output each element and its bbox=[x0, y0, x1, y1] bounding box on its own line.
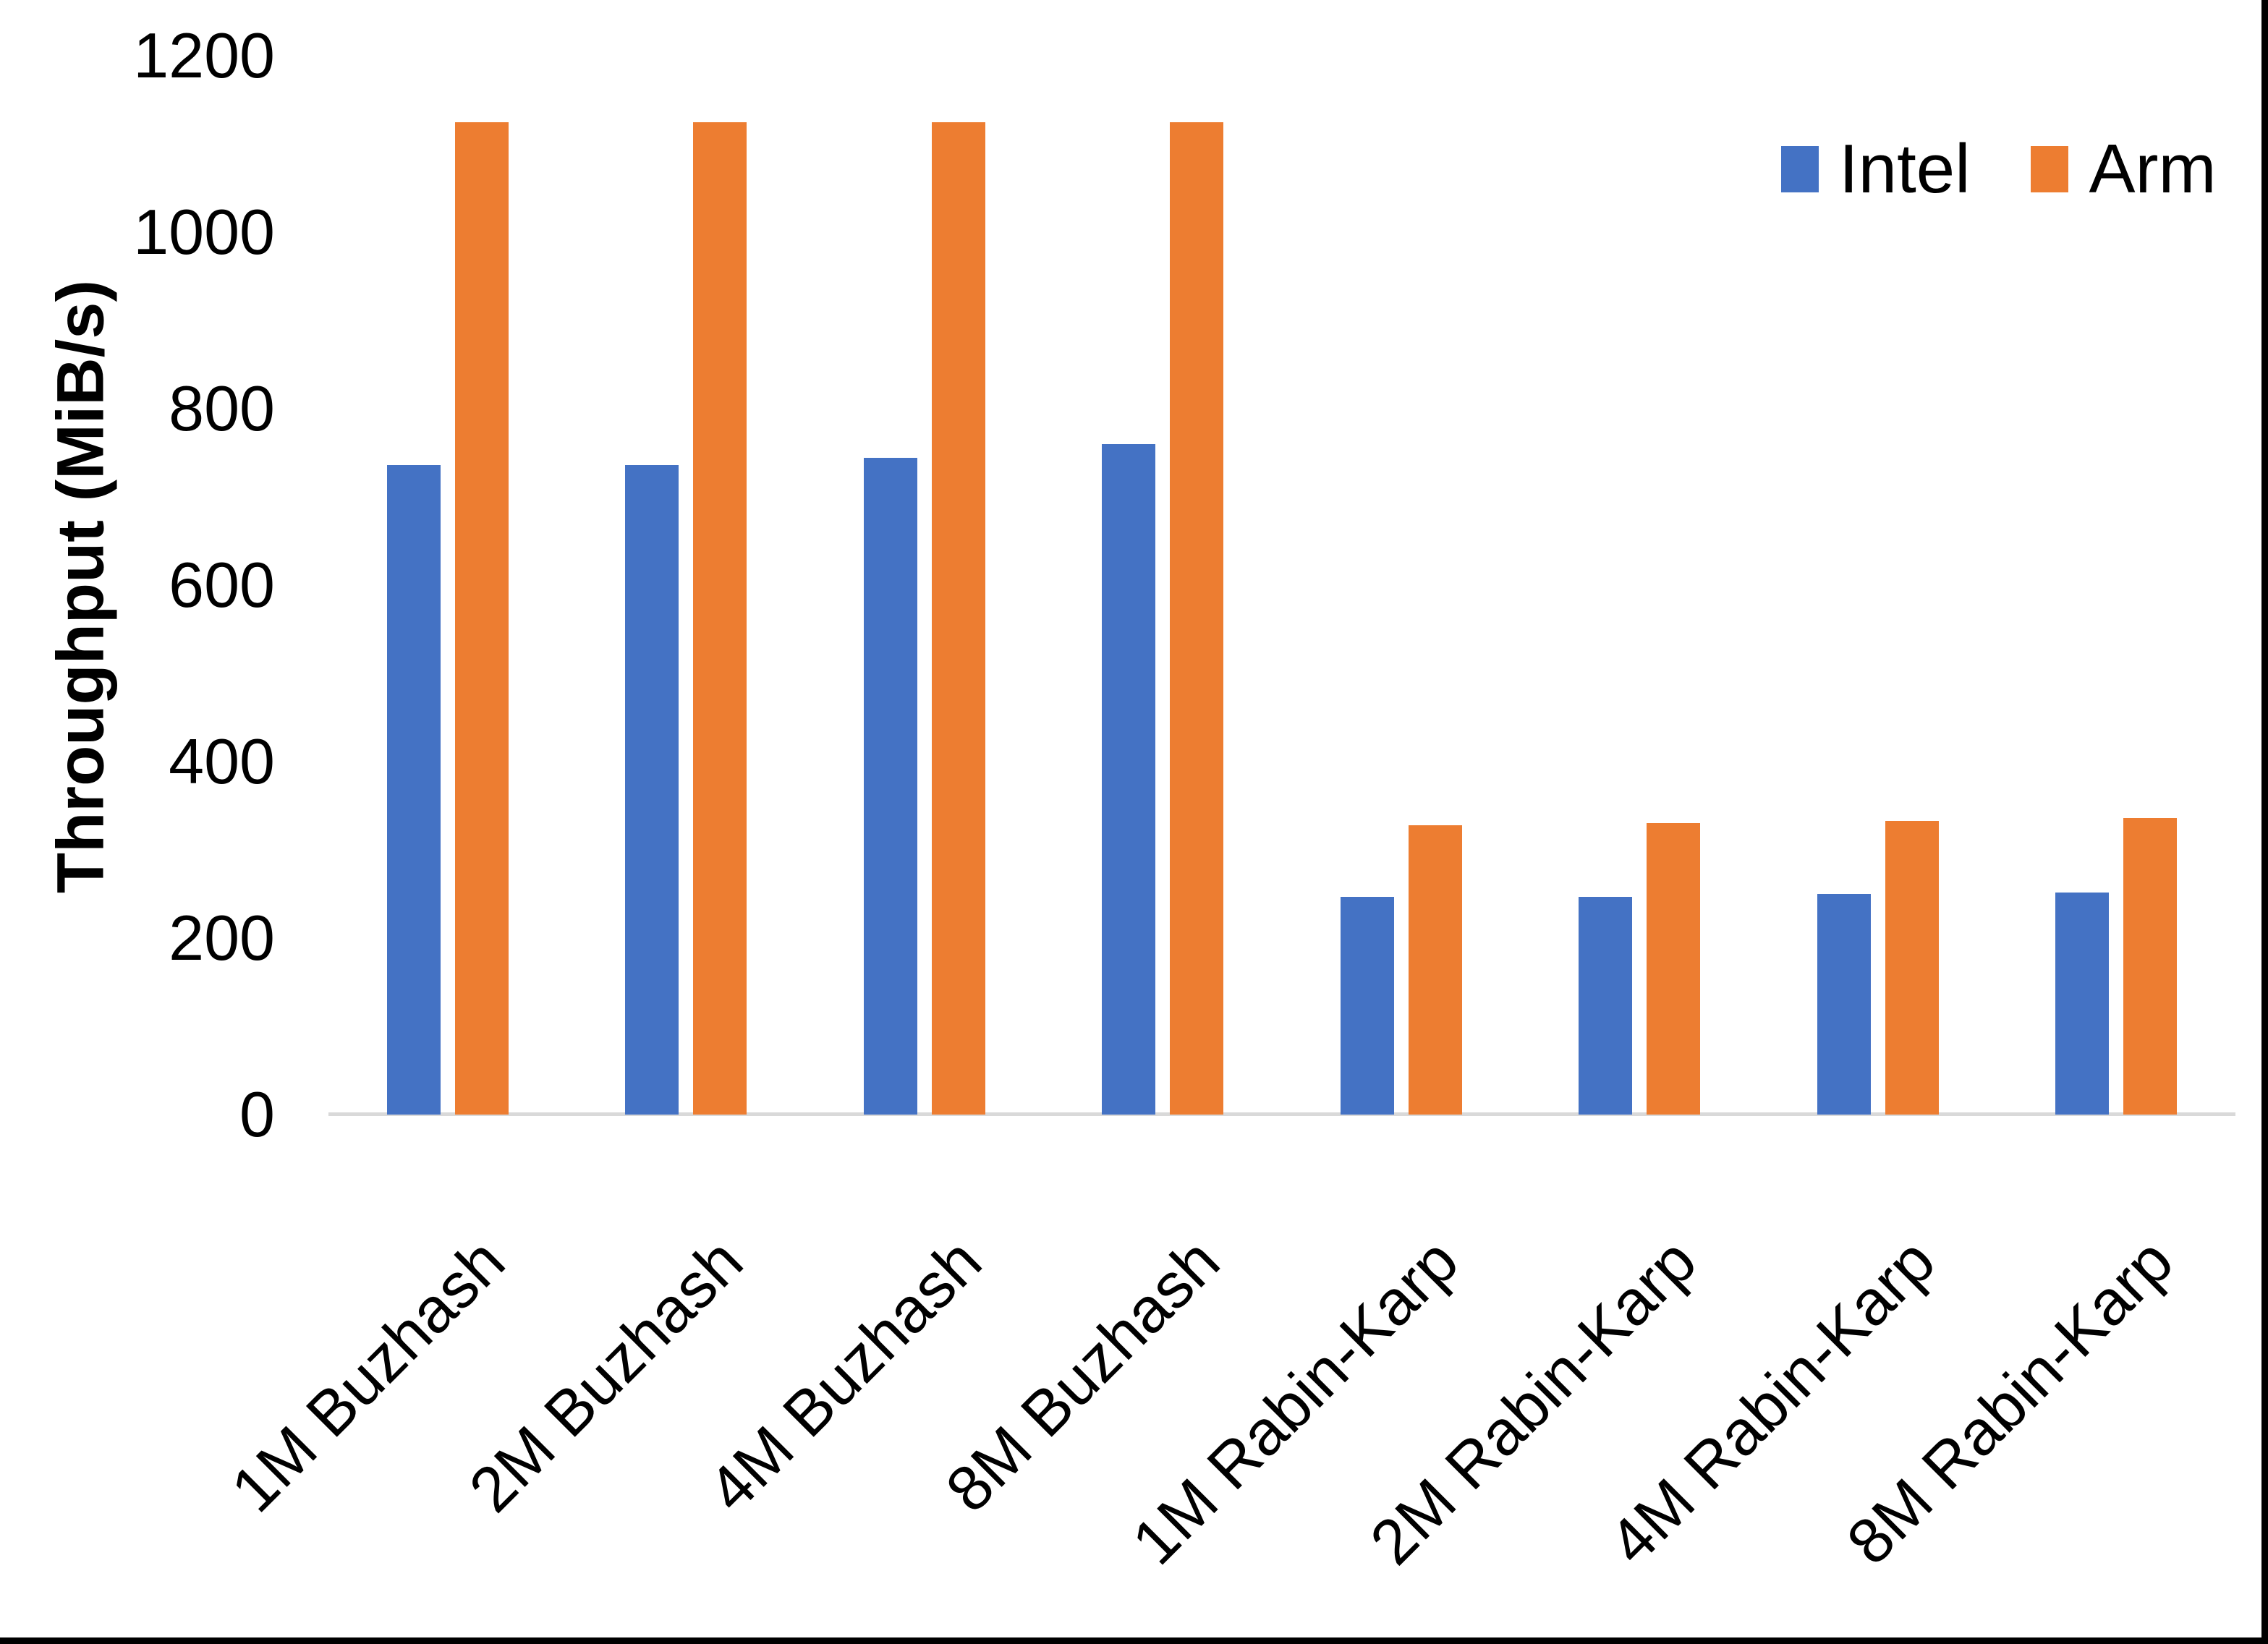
y-tick-200: 200 bbox=[169, 902, 275, 974]
bar-arm-4 bbox=[1408, 825, 1462, 1115]
legend-item-intel: Intel bbox=[1781, 135, 1970, 204]
bar-intel-4 bbox=[1340, 896, 1394, 1115]
bar-intel-7 bbox=[2055, 892, 2110, 1115]
bar-arm-1 bbox=[693, 122, 747, 1115]
legend-swatch-intel bbox=[1781, 146, 1819, 192]
y-tick-400: 400 bbox=[169, 725, 275, 797]
bar-arm-0 bbox=[454, 122, 509, 1115]
legend-swatch-arm bbox=[2031, 146, 2069, 192]
bar-intel-0 bbox=[386, 465, 441, 1115]
bar-arm-6 bbox=[1885, 820, 1939, 1115]
bar-arm-5 bbox=[1647, 823, 1701, 1115]
y-tick-1200: 1200 bbox=[133, 20, 275, 91]
legend-label-intel: Intel bbox=[1839, 130, 1971, 208]
bar-intel-2 bbox=[863, 458, 917, 1115]
bar-intel-1 bbox=[625, 465, 679, 1115]
bar-intel-3 bbox=[1102, 443, 1156, 1115]
bar-arm-2 bbox=[931, 122, 985, 1115]
y-tick-600: 600 bbox=[169, 549, 275, 621]
legend: Intel Arm bbox=[1781, 135, 2216, 204]
bar-intel-5 bbox=[1579, 896, 1633, 1115]
y-tick-1000: 1000 bbox=[133, 196, 275, 268]
x-axis-line bbox=[328, 1112, 2235, 1116]
bar-arm-7 bbox=[2123, 818, 2178, 1115]
legend-item-arm: Arm bbox=[2031, 135, 2216, 204]
bar-arm-3 bbox=[1170, 122, 1224, 1115]
y-tick-800: 800 bbox=[169, 372, 275, 444]
bar-intel-6 bbox=[1817, 894, 1871, 1115]
legend-label-arm: Arm bbox=[2089, 130, 2217, 208]
y-tick-0: 0 bbox=[239, 1078, 275, 1150]
